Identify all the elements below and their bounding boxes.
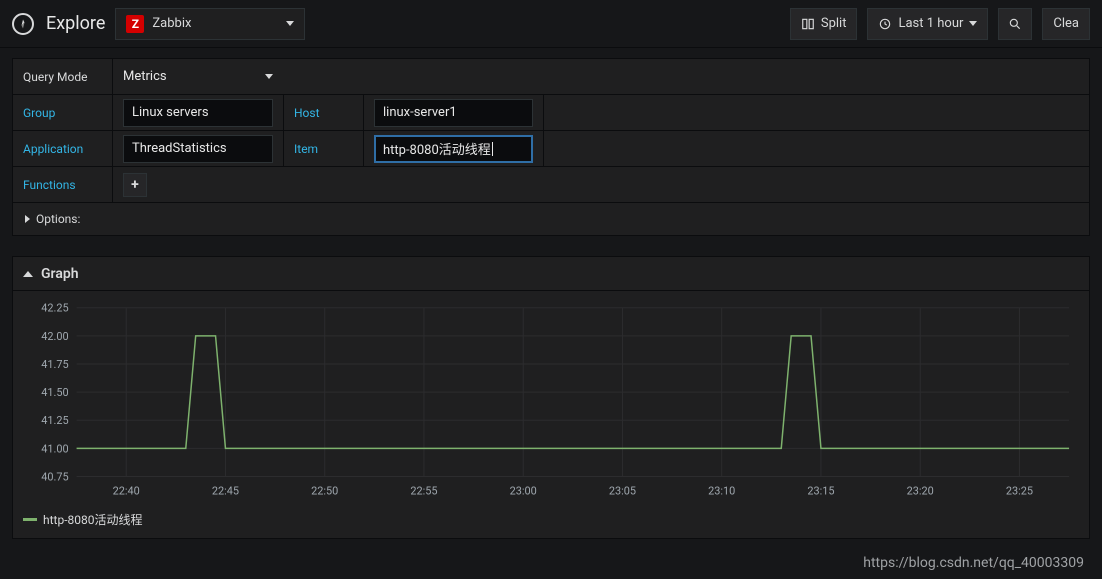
- host-value: linux-server1: [383, 105, 457, 120]
- svg-text:23:15: 23:15: [807, 484, 834, 497]
- datasource-badge: Z: [126, 15, 144, 33]
- graph-panel-title: Graph: [41, 266, 79, 282]
- group-input[interactable]: Linux servers: [123, 99, 273, 127]
- datasource-picker[interactable]: Z Zabbix: [115, 8, 305, 40]
- graph-panel: Graph 40.75 41.00 41.25 41.50 41.75 42.00 42.2…: [12, 256, 1090, 539]
- svg-text:41.50: 41.50: [41, 386, 68, 399]
- svg-text:23:05: 23:05: [609, 484, 636, 497]
- app-item-row: Application ThreadStatistics Item http-8…: [13, 131, 1090, 167]
- svg-text:23:25: 23:25: [1006, 484, 1033, 497]
- svg-text:23:20: 23:20: [907, 484, 934, 497]
- options-toggle[interactable]: Options:: [12, 202, 1090, 236]
- caret-right-icon: [25, 215, 30, 223]
- clear-label: Clea: [1053, 16, 1079, 31]
- application-label: Application: [13, 131, 113, 167]
- host-input[interactable]: linux-server1: [374, 99, 533, 127]
- clear-button[interactable]: Clea: [1042, 8, 1090, 40]
- svg-text:42.00: 42.00: [41, 330, 68, 343]
- topbar: Explore Z Zabbix Split Last 1 hour Clea: [0, 0, 1102, 48]
- line-chart[interactable]: 40.75 41.00 41.25 41.50 41.75 42.00 42.25 22:40…: [23, 301, 1079, 505]
- search-icon: [1008, 17, 1022, 31]
- svg-text:22:40: 22:40: [113, 484, 140, 497]
- clock-icon: [878, 17, 892, 31]
- svg-text:23:10: 23:10: [708, 484, 735, 497]
- svg-text:23:00: 23:00: [510, 484, 537, 497]
- legend-swatch: [23, 518, 37, 521]
- datasource-name: Zabbix: [152, 16, 191, 31]
- query-mode-row: Query Mode Metrics: [13, 59, 1090, 95]
- split-button[interactable]: Split: [790, 8, 858, 40]
- svg-text:22:55: 22:55: [410, 484, 437, 497]
- options-label: Options:: [36, 212, 80, 226]
- svg-text:41.25: 41.25: [41, 414, 68, 427]
- graph-panel-header[interactable]: Graph: [13, 257, 1089, 291]
- text-cursor: [492, 142, 493, 156]
- svg-text:41.00: 41.00: [41, 442, 68, 455]
- item-label: Item: [284, 131, 364, 167]
- application-value: ThreadStatistics: [132, 141, 227, 156]
- svg-text:40.75: 40.75: [41, 470, 68, 483]
- legend-series-label[interactable]: http-8080活动线程: [43, 511, 143, 528]
- svg-text:42.25: 42.25: [41, 302, 68, 315]
- explore-icon: [12, 13, 34, 35]
- chevron-down-icon: [286, 21, 294, 26]
- host-label: Host: [284, 95, 364, 131]
- run-query-button[interactable]: [998, 8, 1032, 40]
- item-input[interactable]: http-8080活动线程: [374, 135, 533, 163]
- chevron-down-icon: [969, 21, 977, 26]
- svg-text:22:50: 22:50: [311, 484, 338, 497]
- group-label: Group: [13, 95, 113, 131]
- query-mode-value: Metrics: [123, 69, 167, 84]
- add-function-button[interactable]: +: [123, 173, 147, 197]
- application-input[interactable]: ThreadStatistics: [123, 135, 273, 163]
- chart-area: 40.75 41.00 41.25 41.50 41.75 42.00 42.25 22:40…: [13, 291, 1089, 505]
- page-title: Explore: [46, 13, 105, 34]
- columns-icon: [801, 17, 815, 31]
- query-editor: Query Mode Metrics Group Linux servers H…: [0, 48, 1102, 236]
- time-range-picker[interactable]: Last 1 hour: [867, 8, 988, 40]
- chevron-down-icon: [265, 74, 273, 79]
- split-label: Split: [821, 16, 847, 31]
- svg-text:41.75: 41.75: [41, 358, 68, 371]
- functions-label: Functions: [13, 167, 113, 203]
- query-mode-select[interactable]: Metrics: [123, 69, 273, 84]
- chart-legend: http-8080活动线程: [13, 505, 1089, 538]
- watermark-text: https://blog.csdn.net/qq_40003309: [863, 555, 1084, 571]
- functions-row: Functions +: [13, 167, 1090, 203]
- item-value: http-8080活动线程: [383, 139, 491, 158]
- time-range-label: Last 1 hour: [898, 16, 963, 31]
- group-value: Linux servers: [132, 105, 209, 120]
- group-host-row: Group Linux servers Host linux-server1: [13, 95, 1090, 131]
- caret-up-icon: [23, 271, 33, 277]
- svg-text:22:45: 22:45: [212, 484, 239, 497]
- query-mode-label: Query Mode: [13, 59, 113, 95]
